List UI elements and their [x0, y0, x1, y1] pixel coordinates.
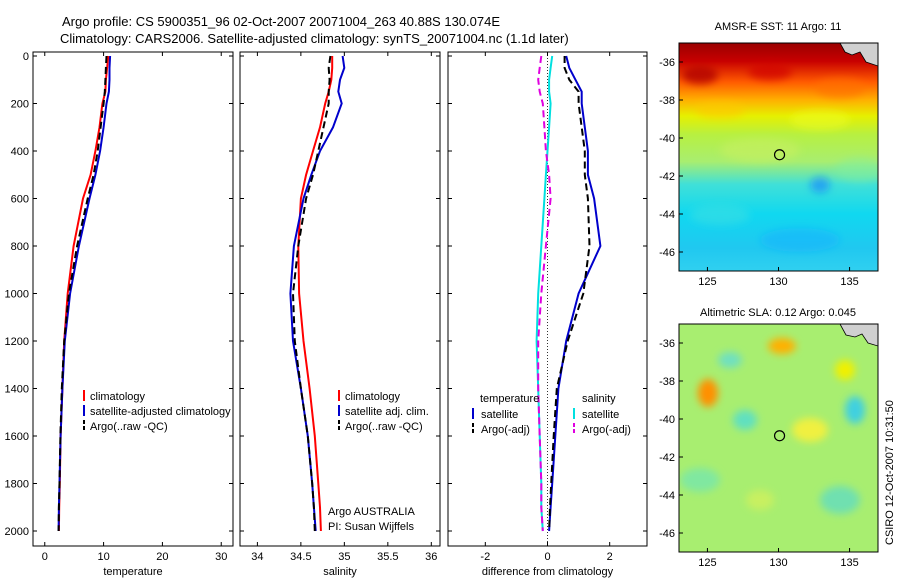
diff-xtick-label: -2: [480, 551, 490, 563]
sla-map: Altimetric SLA: 0.12 Argo: 0.045 125 130 1…: [659, 307, 879, 569]
temp-frame: [32, 51, 234, 547]
sla-coastline: [839, 324, 878, 347]
temp-xlabel: temperature: [103, 566, 162, 578]
sla-field: [679, 324, 878, 552]
sal-annotation-line1: Argo AUSTRALIA: [328, 506, 415, 518]
sla-texture: [680, 338, 865, 514]
sal-xlabel: salinity: [323, 566, 357, 578]
sst-axes: 125 130 135 -36 -38 -40 -42 -44 -46: [659, 57, 859, 288]
header-line-1: Argo profile: CS 5900351_96 02-Oct-2007 …: [62, 14, 500, 29]
sst-map: AMSR-E SST: 11 Argo: 11 125 130 135 -36 -38 -…: [659, 21, 879, 288]
depth-tick-label: 2000: [5, 526, 29, 538]
sal-xtick-label: 34.5: [290, 551, 311, 563]
sst-argo-marker: [773, 149, 786, 161]
sla-xtick-label: 135: [840, 557, 858, 569]
sla-ytick-label: -38: [659, 376, 675, 388]
sst-title: AMSR-E SST: 11 Argo: 11: [715, 21, 842, 33]
depth-tick-label: 600: [11, 194, 29, 206]
sla-xtick-label: 125: [698, 557, 716, 569]
sla-xtick-label: 130: [769, 557, 787, 569]
diff-series-0: [548, 55, 602, 532]
sal-legend-label: Argo(..raw -QC): [345, 421, 423, 433]
diff-xtick-label: 2: [607, 551, 613, 563]
sal-legend-label: satellite adj. clim.: [345, 406, 429, 418]
sal-xtick-label: 36: [425, 551, 437, 563]
sst-xtick-label: 125: [698, 276, 716, 288]
depth-tick-label: 400: [11, 146, 29, 158]
sst-ytick-label: -38: [659, 95, 675, 107]
sal-xtick-label: 35: [338, 551, 350, 563]
sst-ytick-label: -46: [659, 247, 675, 259]
sst-coastline: [839, 43, 878, 67]
temp-legend-label: satellite-adjusted climatology: [90, 406, 231, 418]
diff-legend-label: satellite: [481, 409, 518, 421]
temp-xtick-label: 20: [156, 551, 168, 563]
sal-xtick-label: 35.5: [377, 551, 398, 563]
sst-texture: [682, 64, 878, 252]
sst-xtick-label: 130: [769, 276, 787, 288]
header-line-2: Climatology: CARS2006. Satellite-adjuste…: [60, 31, 569, 46]
sla-ytick-label: -40: [659, 414, 675, 426]
temp-xtick-label: 10: [97, 551, 109, 563]
sst-ytick-label: -40: [659, 133, 675, 145]
diff-legend-label: Argo(-adj): [582, 424, 631, 436]
diff-series-3: [537, 55, 552, 532]
sla-ytick-label: -44: [659, 490, 675, 502]
diff-xtick-label: 0: [544, 551, 550, 563]
depth-tick-label: 1800: [5, 479, 29, 491]
sst-ytick-label: -36: [659, 57, 675, 69]
sal-annotation-line2: PI: Susan Wijffels: [328, 521, 414, 533]
sla-ytick-label: -36: [659, 338, 675, 350]
sst-xtick-label: 135: [840, 276, 858, 288]
depth-tick-label: 200: [11, 99, 29, 111]
diff-series-1: [548, 56, 591, 532]
diff-legend-title-temperature: temperature: [480, 393, 539, 405]
depth-tick-label: 1400: [5, 384, 29, 396]
depth-tick-label: 1600: [5, 431, 29, 443]
diff-legend-label: Argo(-adj): [481, 424, 530, 436]
depth-tick-label: 1000: [5, 289, 29, 301]
sst-ytick-label: -44: [659, 209, 675, 221]
temperature-panel: 0 10 20 30 0 200 400 600 800 1000 1200 1400 1600 1800…: [5, 51, 234, 578]
diff-legend-title-salinity: salinity: [582, 393, 616, 405]
sla-argo-marker: [773, 430, 786, 442]
sla-ytick-label: -42: [659, 452, 675, 464]
temp-xtick-label: 0: [42, 551, 48, 563]
sal-series-0: [297, 56, 334, 532]
sal-frame: [239, 51, 441, 547]
depth-tick-label: 0: [23, 51, 29, 63]
salinity-panel: 34 34.5 35 35.5 36 salinity climatology satelli…: [239, 51, 441, 578]
sla-axes: 125 130 135 -36 -38 -40 -42 -44 -46: [659, 338, 859, 569]
depth-tick-label: 800: [11, 241, 29, 253]
sla-title: Altimetric SLA: 0.12 Argo: 0.045: [700, 307, 856, 319]
depth-tick-label: 1200: [5, 336, 29, 348]
temp-series-2: [57, 55, 108, 532]
sal-legend-label: climatology: [345, 391, 401, 403]
side-timestamp: CSIRO 12-Oct-2007 10:31:50: [884, 400, 896, 545]
sla-ytick-label: -46: [659, 528, 675, 540]
temp-legend-label: climatology: [90, 391, 146, 403]
difference-panel: -2 0 2 difference from climatology temperatu…: [447, 51, 648, 578]
sal-xtick-label: 34: [251, 551, 263, 563]
temp-xtick-label: 30: [215, 551, 227, 563]
diff-legend-label: satellite: [582, 409, 619, 421]
temp-legend-label: Argo(..raw -QC): [90, 421, 168, 433]
diff-xlabel: difference from climatology: [482, 566, 614, 578]
sst-ytick-label: -42: [659, 171, 675, 183]
sal-series-2: [291, 55, 332, 532]
